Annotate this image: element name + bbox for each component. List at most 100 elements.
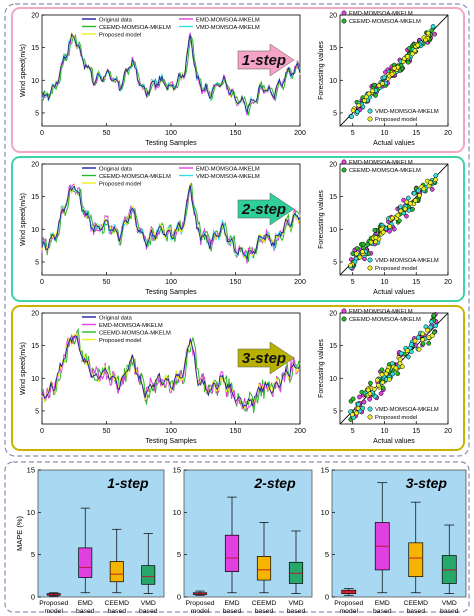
scatter-x-tick-label: 10 [381, 428, 389, 435]
box-category-label: VMD [288, 600, 303, 607]
ceemd-point [368, 380, 373, 386]
box-category-label: CEEMD [403, 600, 428, 607]
proposed-point [433, 177, 438, 183]
scatter-legend-entry: CEEMD-MOMSOA-MKELM [349, 168, 421, 174]
box-category-label: based [406, 608, 425, 615]
box-step-label: 2-step [253, 475, 296, 491]
y-tick-label: 5 [35, 259, 39, 266]
legend-entry: VMD-MOMSOA-MKELM [196, 25, 260, 31]
vmd-point [381, 75, 387, 80]
proposed-point [399, 364, 405, 370]
y-tick-label: 10 [31, 78, 39, 85]
scatter-legend-marker [341, 308, 347, 314]
scatter-x-tick-label: 10 [381, 130, 389, 137]
proposed-point [366, 91, 372, 97]
ceemd-line [41, 33, 301, 116]
box-category-label: model [339, 608, 358, 615]
proposed-point [417, 193, 422, 198]
legend-entry: CEEMD-MOMSOA-MKELM [99, 174, 171, 180]
proposed-point [425, 30, 431, 36]
y-axis-label: Wind speed(m/s) [20, 342, 27, 395]
box-y-tick-label: 5 [325, 550, 329, 559]
line-plot-area [41, 14, 301, 127]
proposed-point [390, 215, 395, 221]
proposed-point [389, 71, 395, 77]
box [109, 561, 124, 583]
ceemd-point [420, 341, 426, 347]
y-tick-label: 20 [31, 162, 39, 169]
box-y-tick-label: 5 [177, 550, 181, 559]
scatter-legend-entry: CEEMD-MOMSOA-MKELM [349, 19, 421, 25]
proposed-point [413, 198, 418, 203]
step-label: 3-step [242, 350, 286, 367]
original-line [41, 184, 301, 261]
ceemd-point [379, 367, 385, 373]
scatter-legend-marker [341, 316, 347, 322]
proposed-point [420, 337, 426, 343]
box-y-tick-label: 10 [27, 508, 35, 517]
panel-frame [11, 305, 465, 451]
legend-entry: Original data [99, 315, 133, 321]
scatter-y-axis-label: Forecasting values [318, 190, 325, 249]
boxplot-panel-2-step: 0510152-stepProposedmodelEMDbasedCEEMDba… [173, 466, 313, 615]
scatter-y-axis-label: Forecasting values [318, 41, 325, 100]
x-tick-label: 50 [103, 428, 111, 435]
x-axis-label: Testing Samples [145, 140, 197, 147]
panel-frame [11, 7, 465, 153]
y-tick-label: 15 [31, 343, 39, 350]
proposed-point [412, 48, 418, 54]
proposed-point [397, 357, 403, 362]
proposed-point [415, 42, 421, 48]
box-category-label: VMD [442, 600, 457, 607]
scatter-legend-entry: EMD-MOMSOA-MKELM [349, 160, 413, 166]
proposed-point [376, 83, 382, 89]
line-plot-area [41, 312, 301, 425]
scatter-y-tick-label: 15 [329, 343, 337, 350]
scatter-y-tick-label: 5 [333, 408, 337, 415]
proposed-point [398, 208, 404, 214]
x-tick-label: 100 [165, 279, 177, 286]
scatter-x-tick-label: 20 [444, 279, 452, 286]
step-arrow-shape [237, 43, 295, 77]
box-category-label: model [191, 608, 210, 615]
proposed-point [362, 98, 367, 103]
scatter-legend-entry: Proposed model [375, 266, 417, 272]
proposed-point [354, 410, 359, 416]
scatter-legend-entry: VMD-MOMSOA-MKELM [375, 109, 439, 115]
vmd-point [406, 354, 411, 360]
proposed-point [380, 380, 385, 385]
vmd-point [398, 351, 404, 356]
emd-point [378, 391, 384, 396]
emd-point [357, 394, 362, 400]
scatter-legend-marker [341, 167, 347, 173]
box [256, 556, 272, 581]
proposed-point [405, 348, 410, 353]
outer-frame-top [4, 3, 470, 457]
panel-3-step: 0 50 100 150 200 5 10 15 20 Testing Samples Wind s… [11, 305, 465, 451]
vmd-point [430, 24, 436, 29]
vmd-point [349, 114, 354, 119]
x-tick-label: 100 [165, 130, 177, 137]
proposed-point [367, 391, 373, 397]
scatter-y-tick-label: 10 [329, 78, 337, 85]
proposed-point [387, 223, 393, 229]
vmd-point [390, 371, 396, 377]
scatter-x-axis-label: Actual values [373, 438, 415, 445]
box-y-tick-label: 15 [27, 466, 35, 475]
scatter-legend-marker [367, 116, 373, 122]
x-tick-label: 150 [230, 428, 242, 435]
proposed-point [355, 405, 361, 411]
proposed-point [410, 51, 415, 57]
ceemd-point [360, 241, 366, 247]
vmd-point [354, 109, 360, 115]
proposed-point [350, 412, 355, 417]
proposed-point [392, 65, 397, 71]
proposed-point [427, 180, 433, 185]
scatter-x-tick-label: 15 [412, 428, 420, 435]
proposed-point [387, 377, 392, 382]
proposed-point [379, 372, 385, 377]
box-y-tick-label: 0 [325, 593, 329, 602]
vmd-point [429, 319, 434, 325]
scatter-legend-entry: VMD-MOMSOA-MKELM [375, 407, 439, 413]
